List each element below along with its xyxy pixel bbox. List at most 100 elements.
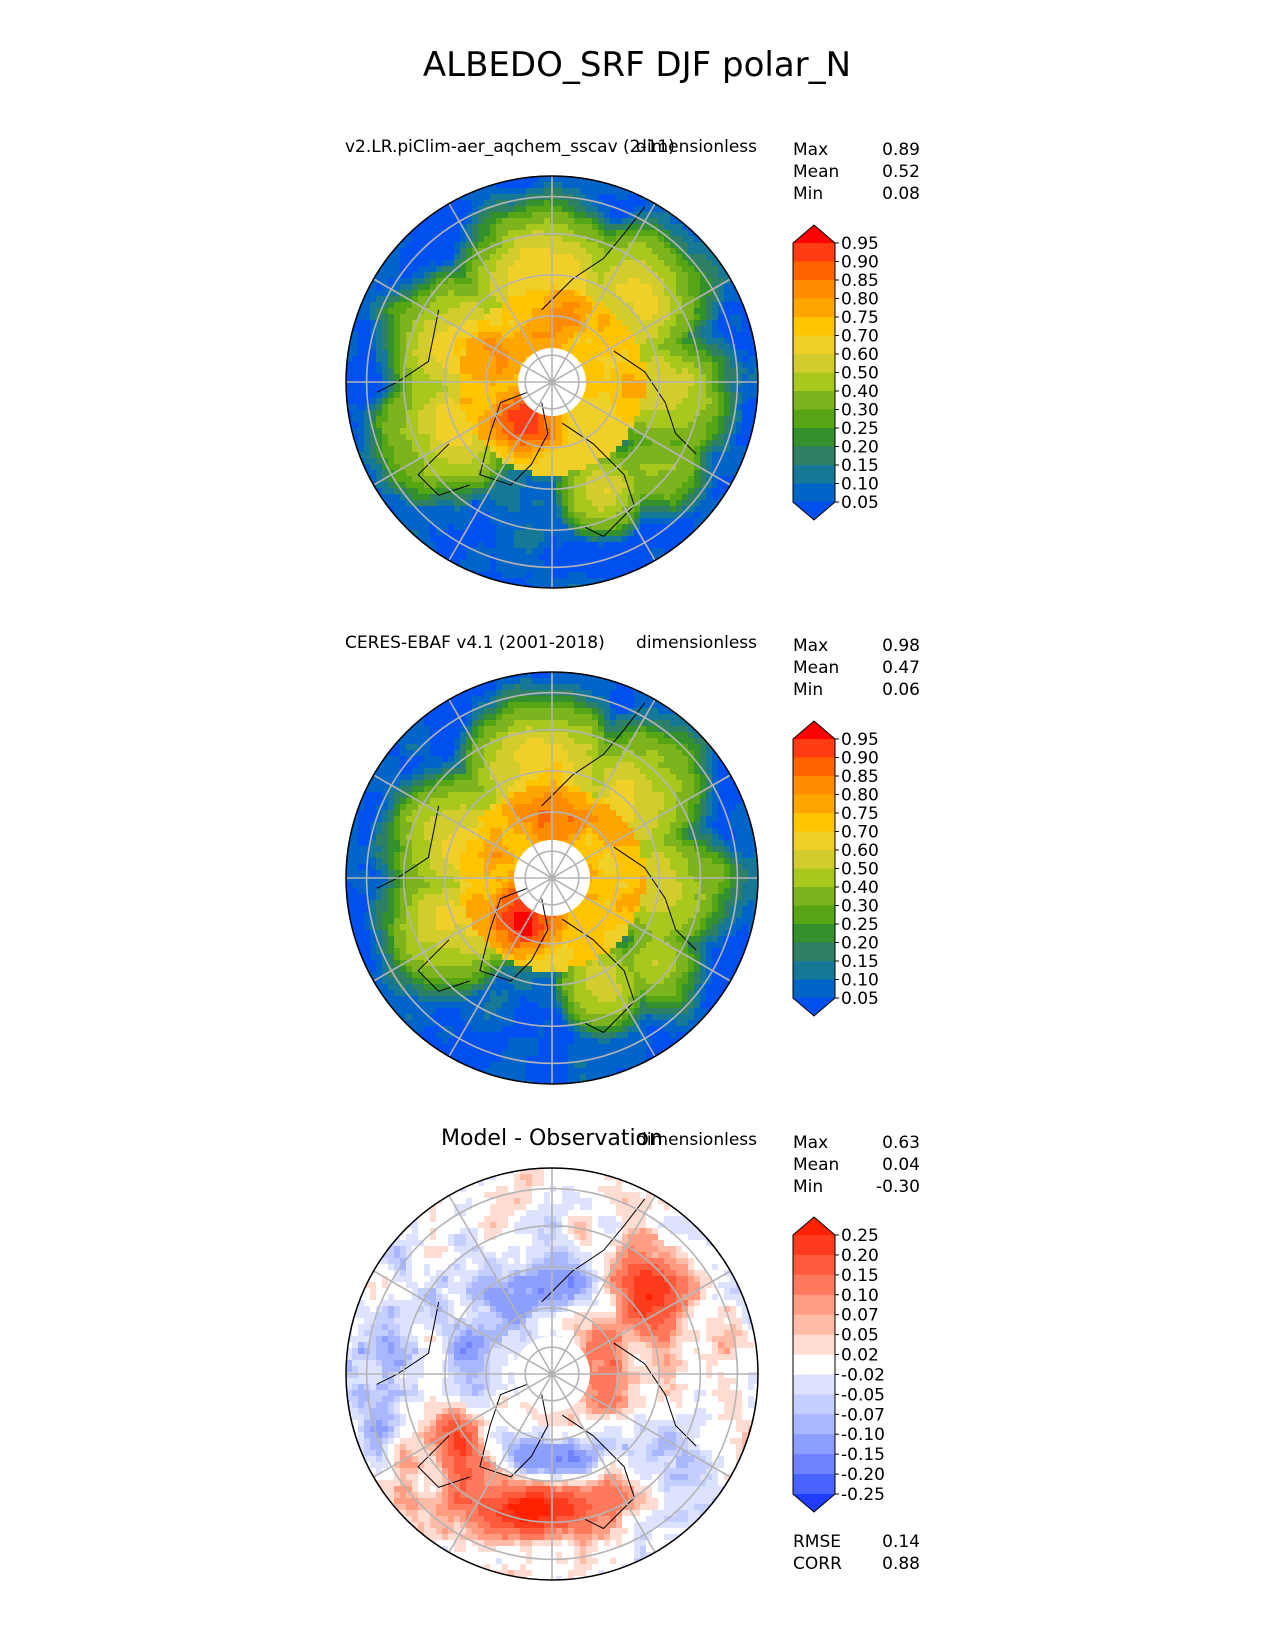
colorbar-tick-label: 0.40 (841, 382, 879, 402)
colorbar-segment (793, 446, 835, 466)
colorbar-diff: 0.250.200.150.100.070.050.02-0.02-0.05-0… (792, 1216, 885, 1513)
stat-value: 0.08 (882, 184, 920, 204)
colorbar-tick-label: -0.25 (841, 1485, 885, 1505)
panel-title-left: v2.LR.piClim-aer_aqchem_sscav (2-11) (345, 137, 675, 157)
map-reference (345, 671, 759, 1085)
map-diff (345, 1167, 759, 1581)
stat-label: Mean (793, 1155, 839, 1175)
colorbar-extend-min (793, 1494, 835, 1512)
colorbar-tick-label: 0.75 (841, 804, 879, 824)
colorbar-tick-label: 0.02 (841, 1346, 879, 1366)
panel-title-right: dimensionless (636, 633, 757, 653)
map-boundary (345, 671, 759, 1085)
colorbar-segment (793, 1414, 835, 1435)
colorbar-tick-label: 0.15 (841, 952, 879, 972)
colorbar-tick-label: 0.40 (841, 878, 879, 898)
colorbar-segment (793, 1235, 835, 1256)
colorbar-segment (793, 483, 835, 503)
colorbar-segment (793, 831, 835, 851)
stat-value: 0.04 (882, 1155, 920, 1175)
colorbar-segment (793, 243, 835, 262)
colorbar-extend-min (793, 998, 835, 1016)
panel-title-right: dimensionless (636, 137, 757, 157)
colorbar-tick-label: 0.60 (841, 841, 879, 861)
colorbar-reference: 0.950.900.850.800.750.700.600.500.400.30… (792, 720, 879, 1017)
colorbar-extend-max (793, 225, 835, 243)
panel-diff: Model - Observation dimensionless Max 0.6… (345, 1126, 920, 1581)
colorbar-segment (793, 887, 835, 906)
colorbar-extend-max (793, 1217, 835, 1235)
coastlines (376, 1198, 697, 1530)
colorbar-segment (793, 1334, 835, 1356)
stats-diff: Max 0.63 Mean 0.04 Min -0.30 (793, 1133, 920, 1197)
colorbar-segment (793, 428, 835, 447)
colorbar-segment (793, 1254, 835, 1276)
figure-title: ALBEDO_SRF DJF polar_N (423, 45, 851, 85)
stat-label: Mean (793, 658, 839, 678)
colorbar-segment (793, 924, 835, 943)
colorbar-tick-label: -0.02 (841, 1365, 885, 1385)
panel-title-left: CERES-EBAF v4.1 (2001-2018) (345, 633, 605, 653)
stat-label: Max (793, 140, 828, 160)
colorbar-tick-label: 0.05 (841, 1326, 879, 1346)
colorbar-tick-label: 0.80 (841, 290, 879, 310)
stat-label: Min (793, 1177, 823, 1197)
colorbar-tick-label: 0.10 (841, 971, 879, 991)
colorbar-segment (793, 317, 835, 336)
map-boundary (345, 175, 759, 589)
colorbar-segment (793, 1354, 835, 1375)
colorbar-segment (793, 905, 835, 925)
colorbar-tick-label: 0.20 (841, 438, 879, 458)
colorbar-segment (793, 1474, 835, 1495)
map-boundary (345, 1167, 759, 1581)
panel-title-center: Model - Observation (441, 1126, 663, 1151)
colorbar-tick-label: 0.95 (841, 730, 879, 750)
stat-label: Mean (793, 162, 839, 182)
colorbar-segment (793, 1274, 835, 1296)
colorbar-tick-label: 0.25 (841, 1226, 879, 1246)
colorbar-tick-label: 0.50 (841, 364, 879, 384)
stat-label: Max (793, 636, 828, 656)
colorbar-tick-label: 0.85 (841, 271, 879, 291)
colorbar-tick-label: 0.10 (841, 475, 879, 495)
colorbar-segment (793, 1454, 835, 1475)
colorbar-segment (793, 261, 835, 281)
colorbar-segment (793, 813, 835, 832)
colorbar-tick-label: 0.20 (841, 934, 879, 954)
colorbar-test: 0.950.900.850.800.750.700.600.500.400.30… (792, 224, 879, 521)
colorbar-segment (793, 794, 835, 814)
colorbar-segment (793, 1374, 835, 1395)
colorbar-segment (793, 1314, 835, 1336)
stat-label: Max (793, 1133, 828, 1153)
colorbar-segment (793, 739, 835, 758)
stats-test: Max 0.89 Mean 0.52 Min 0.08 (793, 140, 920, 204)
colorbar-tick-label: 0.90 (841, 749, 879, 769)
colorbar-segment (793, 1434, 835, 1455)
colorbar-segment (793, 391, 835, 410)
colorbar-segment (793, 1294, 835, 1316)
colorbar-tick-label: 0.75 (841, 308, 879, 328)
colorbar-tick-label: 0.70 (841, 823, 879, 843)
stat-label: CORR (793, 1554, 842, 1574)
stat-value: 0.14 (882, 1532, 920, 1552)
colorbar-tick-label: -0.20 (841, 1465, 885, 1485)
colorbar-segment (793, 354, 835, 373)
colorbar-extend-max (793, 721, 835, 739)
colorbar-tick-label: 0.10 (841, 1286, 879, 1306)
map-test (345, 175, 759, 589)
stat-value: 0.52 (882, 162, 920, 182)
colorbar-tick-label: -0.07 (841, 1405, 885, 1425)
panel-reference: CERES-EBAF v4.1 (2001-2018) dimensionles… (345, 633, 920, 1085)
colorbar-segment (793, 372, 835, 392)
colorbar-tick-label: 0.25 (841, 915, 879, 935)
colorbar-segment (793, 850, 835, 869)
colorbar-segment (793, 335, 835, 355)
stat-label: RMSE (793, 1532, 841, 1552)
colorbar-segment (793, 868, 835, 888)
colorbar-tick-label: -0.15 (841, 1445, 885, 1465)
colorbar-segment (793, 757, 835, 777)
colorbar-tick-label: 0.30 (841, 401, 879, 421)
stat-label: Min (793, 680, 823, 700)
colorbar-tick-label: 0.05 (841, 989, 879, 1009)
